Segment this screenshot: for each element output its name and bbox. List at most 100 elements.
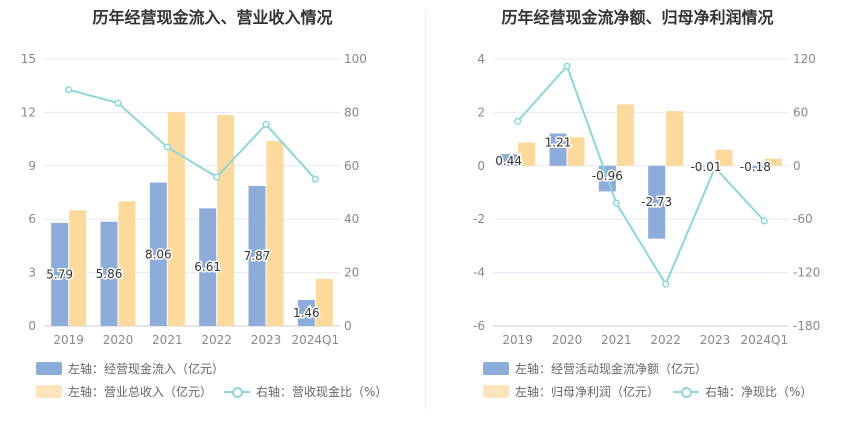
ratio-line-point (65, 86, 73, 94)
y-left-tick-label: 3 (28, 266, 36, 280)
bar-primary (51, 222, 69, 326)
y-right-tick-label: 0 (344, 319, 352, 333)
ratio-line-point (563, 62, 571, 70)
bar-primary (697, 165, 715, 167)
bar-data-label: -0.96 (592, 169, 623, 183)
bar-primary (549, 133, 567, 166)
ratio-line-point (612, 199, 620, 207)
x-tick-label: 2022 (201, 333, 232, 347)
y-left-tick-label: 12 (21, 105, 36, 119)
x-tick-label: 2019 (502, 333, 533, 347)
y-right-tick-label: 80 (344, 105, 359, 119)
bar-secondary (764, 158, 782, 166)
bar-data-label: -2.73 (641, 195, 672, 209)
right-legend-bar-primary[interactable]: 左轴：经营活动现金流净额（亿元） (483, 360, 707, 377)
bar-data-label: -0.01 (690, 160, 721, 174)
legend-swatch-orange (483, 385, 509, 398)
legend-label: 左轴：归母净利润（亿元） (515, 385, 660, 399)
ratio-line-point (760, 217, 768, 225)
x-tick-label: 2021 (152, 333, 183, 347)
x-tick-label: 2022 (650, 333, 681, 347)
bar-data-label: 0.44 (495, 154, 522, 168)
legend-swatch-blue (483, 362, 509, 375)
y-right-tick-label: 120 (793, 52, 816, 66)
y-right-tick-label: 100 (344, 52, 367, 66)
bar-secondary (616, 104, 634, 166)
legend-label: 左轴：营业总收入（亿元） (68, 385, 213, 399)
left-chart-panel: 历年经营现金流入、营业收入情况 0 3 6 9 12 15 0 20 40 60 80 100 2019… (21, 8, 388, 400)
ratio-line-point (163, 143, 171, 151)
x-tick-label: 2023 (251, 333, 282, 347)
bar-primary (746, 165, 764, 171)
bar-secondary (666, 111, 684, 166)
y-right-tick-label: -60 (793, 212, 813, 226)
bar-secondary (167, 112, 185, 327)
ratio-line-point (711, 164, 719, 172)
bar-data-label: 5.86 (96, 267, 123, 281)
right-chart-panel: 历年经营现金流净额、归母净利润情况 -6 -4 -2 0 2 4 -180 -120 -60 0 6… (425, 0, 850, 437)
y-left-tick-label: 2 (477, 105, 485, 119)
x-tick-label: 2023 (700, 333, 731, 347)
right-legend-line[interactable]: 右轴：净现比（%） (673, 383, 812, 400)
bar-data-label: 6.61 (194, 260, 221, 274)
bar-secondary (518, 142, 536, 166)
panel-divider (425, 10, 426, 410)
ratio-line (68, 88, 317, 180)
legend-label: 右轴：净现比（%） (705, 385, 813, 399)
bar-secondary (69, 210, 87, 326)
right-legend-bar-secondary[interactable]: 左轴：归母净利润（亿元） (483, 383, 659, 400)
bar-secondary (715, 149, 733, 166)
bar-primary (199, 208, 217, 326)
bar-primary (297, 300, 315, 326)
ratio-line-point (213, 173, 221, 181)
left-chart-plot: 0 3 6 9 12 15 0 20 40 60 80 100 2019 2020 2021 2022 2023… (21, 52, 367, 347)
bar-data-label: 1.46 (293, 306, 320, 320)
ratio-line-point (311, 175, 319, 183)
y-left-tick-label: 15 (21, 52, 36, 66)
y-left-tick-label: -4 (473, 266, 485, 280)
left-legend-bar-secondary[interactable]: 左轴：营业总收入（亿元） (36, 383, 212, 400)
bar-primary (248, 185, 266, 326)
ratio-line-point (262, 120, 270, 128)
bar-primary (149, 182, 167, 326)
y-left-tick-label: 0 (477, 159, 485, 173)
y-left-tick-label: 4 (477, 52, 485, 66)
x-tick-label: 2024Q1 (741, 333, 789, 347)
left-legend-bar-primary[interactable]: 左轴：经营现金流入（亿元） (36, 360, 224, 377)
legend-line-marker-icon (673, 385, 699, 398)
ratio-line-point (662, 280, 670, 288)
x-tick-label: 2019 (53, 333, 84, 347)
y-left-tick-label: -2 (473, 212, 485, 226)
x-tick-label: 2024Q1 (292, 333, 340, 347)
bar-primary (648, 165, 666, 239)
left-legend-line[interactable]: 右轴：营收现金比（%） (224, 383, 387, 400)
x-tick-label: 2020 (103, 333, 134, 347)
y-left-tick-label: -6 (473, 319, 485, 333)
y-right-tick-label: 40 (344, 212, 359, 226)
y-right-tick-label: 60 (344, 159, 359, 173)
y-right-tick-label: 20 (344, 266, 359, 280)
bar-data-label: 1.21 (545, 135, 572, 149)
bar-primary (500, 154, 518, 166)
x-tick-label: 2021 (601, 333, 632, 347)
legend-swatch-orange (36, 385, 62, 398)
bar-secondary (217, 115, 235, 326)
y-left-tick-label: 0 (28, 319, 36, 333)
y-right-tick-label: 60 (793, 105, 808, 119)
ratio-line-point (514, 117, 522, 125)
y-left-tick-label: 9 (28, 159, 36, 173)
y-right-tick-label: -180 (793, 319, 820, 333)
bar-data-label: 5.79 (46, 267, 73, 281)
right-chart-plot: -6 -4 -2 0 2 4 -180 -120 -60 0 60 120 2019 2020 2021 20… (473, 52, 820, 347)
bar-secondary (266, 140, 284, 326)
bar-secondary (315, 278, 333, 326)
y-right-tick-label: 0 (793, 159, 801, 173)
legend-swatch-blue (36, 362, 62, 375)
y-left-tick-label: 6 (28, 212, 36, 226)
bar-data-label: 8.06 (145, 247, 172, 261)
legend-label: 左轴：经营活动现金流净额（亿元） (515, 362, 708, 376)
bar-data-label: 7.87 (244, 249, 271, 263)
bar-primary (100, 221, 118, 326)
right-chart-title: 历年经营现金流净额、归母净利润情况 (501, 8, 774, 27)
left-chart-title: 历年经营现金流入、营业收入情况 (92, 8, 333, 27)
